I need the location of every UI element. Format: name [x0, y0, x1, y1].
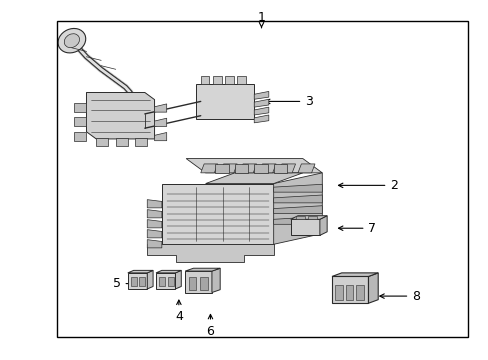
Ellipse shape: [58, 28, 85, 53]
Bar: [188, 277, 196, 290]
Polygon shape: [154, 104, 166, 112]
Bar: [295, 216, 305, 219]
Polygon shape: [278, 164, 295, 173]
Text: 6: 6: [206, 314, 214, 338]
Polygon shape: [175, 270, 181, 289]
Bar: [116, 138, 127, 146]
Polygon shape: [147, 220, 162, 228]
Polygon shape: [147, 210, 162, 218]
Polygon shape: [273, 184, 322, 192]
Bar: [57, 21, 467, 337]
Polygon shape: [74, 132, 86, 141]
Polygon shape: [127, 273, 147, 289]
Bar: [254, 164, 267, 173]
Polygon shape: [259, 164, 276, 173]
Polygon shape: [196, 84, 254, 119]
Bar: [130, 277, 136, 286]
Polygon shape: [273, 216, 322, 224]
Polygon shape: [147, 240, 162, 248]
Polygon shape: [147, 230, 162, 238]
Polygon shape: [290, 216, 326, 219]
Polygon shape: [254, 107, 268, 115]
Polygon shape: [205, 173, 302, 184]
Polygon shape: [127, 270, 153, 273]
Polygon shape: [254, 99, 268, 107]
Bar: [200, 277, 207, 290]
Bar: [135, 138, 147, 146]
Polygon shape: [156, 273, 175, 289]
Polygon shape: [147, 244, 273, 262]
Polygon shape: [147, 200, 162, 208]
Polygon shape: [154, 132, 166, 141]
Polygon shape: [319, 216, 326, 235]
Bar: [139, 277, 145, 286]
Text: 7: 7: [338, 222, 376, 235]
Polygon shape: [239, 164, 256, 173]
Bar: [224, 76, 233, 84]
Polygon shape: [86, 93, 154, 139]
Bar: [237, 76, 245, 84]
Polygon shape: [211, 268, 220, 293]
Bar: [212, 76, 221, 84]
Polygon shape: [254, 115, 268, 123]
Polygon shape: [331, 276, 368, 303]
Polygon shape: [74, 117, 86, 126]
Polygon shape: [297, 164, 314, 173]
Bar: [307, 216, 317, 219]
Bar: [234, 164, 248, 173]
Polygon shape: [273, 195, 322, 203]
Polygon shape: [186, 158, 322, 173]
Polygon shape: [273, 206, 322, 213]
Polygon shape: [147, 270, 153, 289]
Bar: [345, 285, 353, 300]
Bar: [273, 164, 287, 173]
Polygon shape: [220, 164, 237, 173]
Polygon shape: [290, 219, 319, 235]
Text: 3: 3: [265, 95, 312, 108]
Bar: [334, 285, 342, 300]
Bar: [96, 138, 108, 146]
Polygon shape: [331, 273, 377, 276]
Polygon shape: [156, 270, 181, 273]
Text: 2: 2: [338, 179, 397, 192]
Polygon shape: [162, 184, 273, 244]
Bar: [356, 285, 364, 300]
Polygon shape: [185, 268, 220, 271]
Bar: [159, 277, 164, 286]
Text: 4: 4: [175, 300, 183, 323]
Text: 5: 5: [112, 277, 141, 290]
Polygon shape: [154, 118, 166, 126]
Text: 1: 1: [257, 11, 265, 24]
Bar: [215, 164, 228, 173]
Ellipse shape: [64, 34, 80, 48]
Bar: [201, 76, 209, 84]
Polygon shape: [185, 271, 211, 293]
Polygon shape: [254, 91, 268, 99]
Polygon shape: [201, 164, 217, 173]
Bar: [167, 277, 173, 286]
Polygon shape: [273, 173, 322, 244]
Polygon shape: [368, 273, 377, 303]
Polygon shape: [74, 103, 86, 112]
Text: 8: 8: [379, 289, 419, 303]
